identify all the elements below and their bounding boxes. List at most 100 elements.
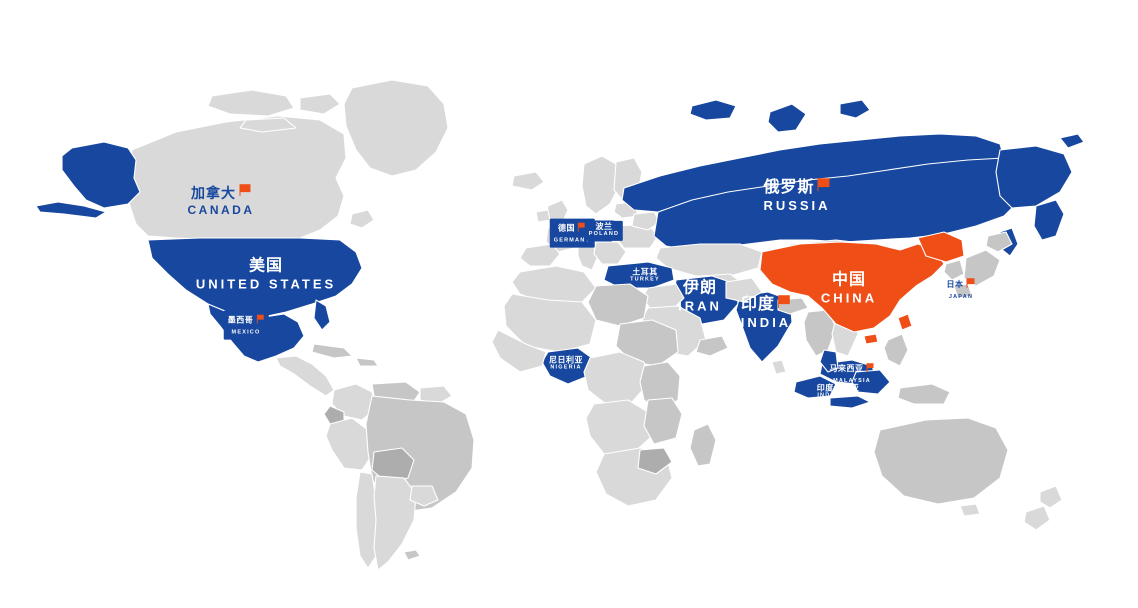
korea: [943, 259, 965, 281]
country-name-cn-nigeria: 尼日利亚: [549, 355, 583, 365]
country-name-cn-russia: 俄罗斯: [763, 178, 815, 196]
country-label-china[interactable]: 中国 CHINA: [820, 271, 878, 306]
malay-peninsula: [819, 349, 839, 373]
kazakhstan: [655, 243, 763, 277]
country-name-en-canada: CANADA: [187, 203, 255, 218]
country-name-cn-canada: 加拿大: [191, 185, 236, 202]
country-label-russia[interactable]: 俄罗斯 RUSSIA: [763, 178, 831, 213]
central-africa: [583, 351, 649, 405]
libya-egypt: [587, 283, 649, 327]
country-name-cn-poland: 波兰: [595, 221, 613, 231]
newfoundland: [349, 209, 375, 229]
china-northeast: [917, 231, 965, 263]
country-label-united-states[interactable]: 美国 UNITED STATES: [195, 258, 337, 292]
wrangel-island: [1059, 133, 1085, 149]
falklands: [403, 549, 421, 561]
country-label-poland[interactable]: 波兰 POLAND: [584, 220, 624, 242]
indonesia-sumatra: [793, 375, 837, 399]
country-label-iran[interactable]: 伊朗 IRAN: [678, 280, 722, 314]
yemen-oman: [695, 335, 729, 357]
flag-icon-japan: [966, 276, 976, 293]
country-name-cn-india: 印度: [740, 295, 776, 313]
central-america: [275, 355, 335, 397]
belarus: [631, 211, 661, 231]
canada-arctic-3: [239, 117, 297, 133]
country-label-turkey[interactable]: 土耳其 TURKEY: [630, 267, 660, 283]
country-name-cn-china: 中国: [831, 271, 867, 289]
flag-icon-russia: [817, 178, 831, 196]
arctic-islands-russia: [689, 99, 737, 121]
canada-arctic-1: [207, 89, 295, 117]
flag-icon-malaysia: [866, 360, 875, 377]
country-name-en-malaysia: MALAYSIA: [833, 378, 871, 385]
zimbabwe-botswana: [637, 447, 673, 475]
russia-north-west: [621, 133, 1005, 213]
country-label-mexico[interactable]: 墨西哥 MEXICO: [223, 310, 269, 340]
kamchatka: [1033, 199, 1065, 241]
country-label-india[interactable]: 印度 INDIA: [740, 295, 792, 331]
country-name-cn-germany: 德国: [557, 223, 575, 233]
country-name-en-mexico: MEXICO: [231, 329, 261, 336]
country-label-canada[interactable]: 加拿大 CANADA: [187, 184, 255, 218]
indonesia-java: [829, 395, 871, 409]
country-name-en-germany: GERMANY: [553, 237, 591, 244]
russia-far-east: [995, 145, 1073, 209]
iceland: [511, 171, 545, 191]
alaska: [61, 141, 141, 209]
pakistan-afghanistan: [725, 277, 763, 303]
country-name-en-india: INDIA: [740, 315, 792, 331]
canada-arctic-2: [299, 93, 341, 115]
flag-icon-mexico: [256, 312, 264, 329]
taiwan: [897, 313, 913, 331]
greenland: [343, 79, 449, 177]
japan-hokkaido: [985, 231, 1013, 253]
turkey: [603, 261, 675, 289]
country-name-cn-malaysia: 马来西亚: [829, 364, 864, 374]
scandinavia: [581, 155, 621, 215]
country-name-en-turkey: TURKEY: [630, 276, 660, 283]
balkans: [593, 241, 627, 265]
severnaya-zemlya: [839, 99, 871, 119]
sri-lanka: [771, 359, 787, 375]
united-states: [147, 237, 363, 319]
ireland: [535, 209, 551, 223]
peru: [325, 417, 375, 471]
country-name-en-united-states: UNITED STATES: [195, 276, 337, 292]
new-zealand-south: [1023, 505, 1051, 531]
japan-honshu: [963, 249, 1001, 287]
guyana-region: [419, 385, 453, 405]
madagascar: [689, 423, 717, 467]
country-label-nigeria[interactable]: 尼日利亚 NIGERIA: [549, 355, 583, 371]
chile: [355, 471, 379, 569]
country-label-indonesia[interactable]: 印度尼西亚 INDONESIA: [817, 383, 860, 399]
country-name-en-nigeria: NIGERIA: [550, 364, 582, 371]
new-zealand-north: [1039, 485, 1063, 509]
west-africa-coast: [491, 329, 547, 373]
country-name-en-japan: JAPAN: [948, 294, 974, 301]
hainan: [863, 333, 879, 345]
country-name-en-china: CHINA: [820, 290, 878, 306]
tanzania-zambia: [643, 397, 683, 445]
philippines: [883, 333, 909, 367]
landmasses: [35, 79, 1085, 571]
country-name-cn-turkey: 土耳其: [632, 267, 658, 277]
country-label-malaysia[interactable]: 马来西亚 MALAYSIA: [830, 361, 875, 385]
flag-icon-germany: [577, 220, 586, 237]
canada: [125, 115, 347, 241]
hispaniola: [355, 357, 379, 367]
nigeria: [541, 347, 593, 385]
country-label-japan[interactable]: 日本 JAPAN: [947, 277, 976, 301]
novaya-zemlya: [767, 103, 807, 133]
china: [759, 241, 945, 333]
indonesia-borneo: [851, 369, 891, 395]
new-guinea: [897, 383, 951, 405]
australia: [873, 417, 1009, 505]
flag-icon-canada: [239, 184, 251, 201]
bolivia: [371, 447, 415, 483]
cuba: [311, 343, 353, 359]
country-name-en-indonesia: INDONESIA: [817, 392, 859, 399]
country-name-cn-mexico: 墨西哥: [227, 315, 254, 325]
tasmania: [959, 503, 981, 517]
